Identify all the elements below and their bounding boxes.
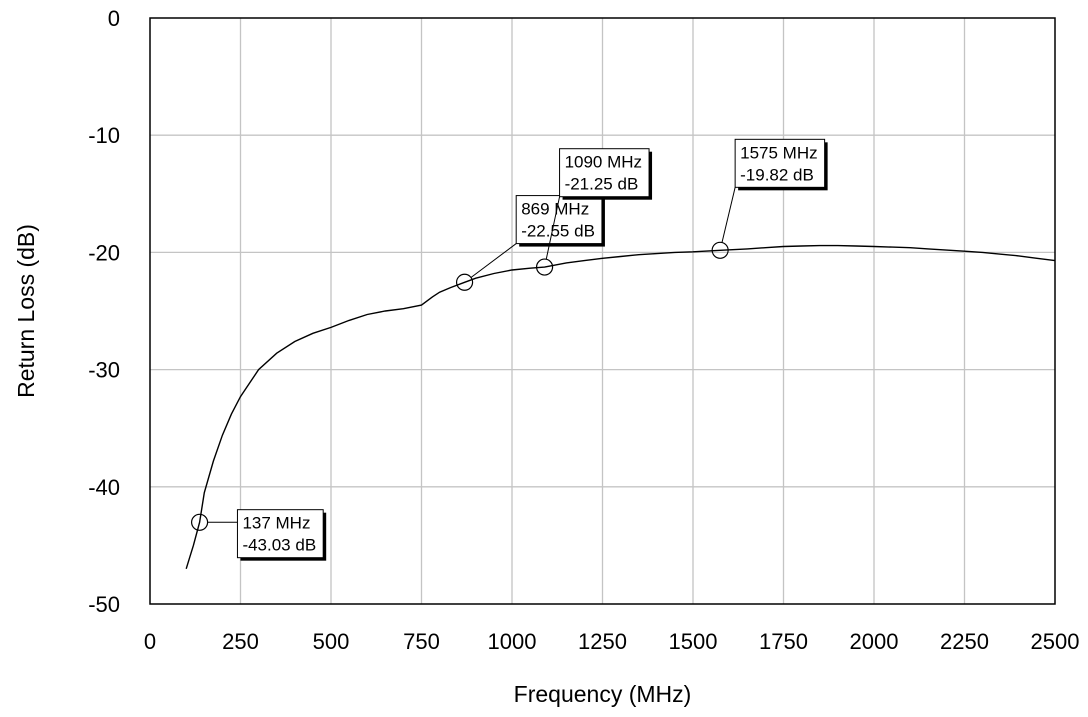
x-tick-label: 2500 (1031, 629, 1080, 654)
marker-leader-line (470, 243, 517, 278)
marker-leader-line (721, 187, 736, 243)
marker-circle (455, 273, 474, 291)
marker-circle (535, 258, 554, 276)
x-tick-label: 750 (403, 629, 440, 654)
x-tick-label: 1250 (578, 629, 627, 654)
y-axis-title: Return Loss (dB) (13, 224, 39, 398)
marker-value-label: -19.82 dB (740, 165, 814, 184)
marker-frequency-label: 137 MHz (242, 514, 310, 533)
marker-callout: 869 MHz -22.55 dB (455, 195, 605, 291)
plot-frame (149, 17, 1056, 605)
y-tick-label: -40 (88, 475, 120, 500)
x-tick-label: 0 (144, 629, 156, 654)
series-line-return-loss (185, 244, 1056, 570)
x-tick-label: 1750 (759, 629, 808, 654)
grid (150, 18, 1055, 604)
marker-value-label: -21.25 dB (565, 175, 639, 194)
marker-value-label: -43.03 dB (242, 536, 316, 555)
marker-box (515, 195, 603, 245)
marker-box (559, 148, 650, 198)
marker-frequency-label: 869 MHz (521, 200, 589, 219)
y-tick-label: -50 (88, 592, 120, 617)
x-axis-title: Frequency (MHz) (514, 681, 692, 707)
marker-callout: 137 MHz -43.03 dB (190, 509, 327, 561)
marker-callout: 1090 MHz -21.25 dB (535, 148, 653, 276)
marker-circle (190, 513, 209, 531)
x-tick-label: 2250 (940, 629, 989, 654)
y-tick-label: 0 (108, 6, 120, 31)
x-tick-label: 250 (222, 629, 259, 654)
marker-leader-line (545, 196, 561, 260)
marker-callout: 1575 MHz -19.82 dB (711, 138, 828, 259)
y-tick-label: -20 (88, 240, 120, 265)
x-tick-label: 1500 (669, 629, 718, 654)
x-tick-label: 500 (313, 629, 350, 654)
marker-frequency-label: 1575 MHz (740, 143, 817, 162)
tick-labels: 0 250 500 750 1000 1250 1500 1750 2000 2250 25000-… (88, 6, 1079, 654)
y-tick-label: -10 (88, 123, 120, 148)
marker-frequency-label: 1090 MHz (565, 153, 642, 172)
marker-value-label: -22.55 dB (521, 222, 595, 241)
x-tick-label: 1000 (488, 629, 537, 654)
marker-box (236, 509, 324, 559)
marker-box (734, 138, 826, 188)
y-tick-label: -30 (88, 358, 120, 383)
marker-circle (711, 241, 729, 259)
x-tick-label: 2000 (850, 629, 899, 654)
